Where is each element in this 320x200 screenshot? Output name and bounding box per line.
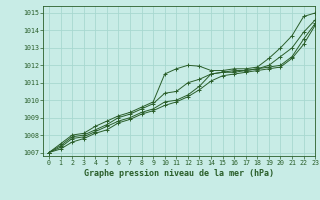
X-axis label: Graphe pression niveau de la mer (hPa): Graphe pression niveau de la mer (hPa) — [84, 169, 274, 178]
